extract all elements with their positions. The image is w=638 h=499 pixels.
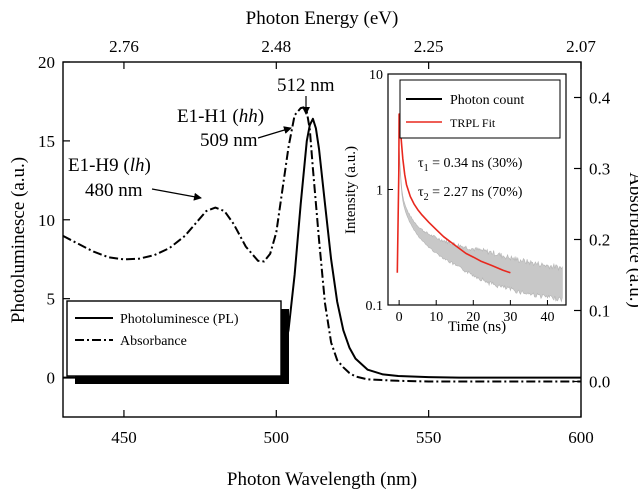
legend-abs-label: Absorbance — [120, 334, 187, 349]
y-right-tick-label: 0.1 — [589, 302, 610, 321]
annotation-e1-h1-arrow — [257, 126, 292, 139]
legend-pl-label: Photoluminesce (PL) — [120, 312, 239, 327]
inset-x-tick-label: 20 — [466, 310, 480, 325]
inset-y-title: Intensity (a.u.) — [343, 146, 359, 234]
inset-x-tick-label: 40 — [540, 310, 554, 325]
inset: 0 10 20 30 40 0.1 1 10 Time (ns) Intensity (a.u… — [343, 68, 567, 335]
y-left-tick-label: 5 — [47, 290, 56, 309]
y-left-tick-label: 10 — [38, 211, 55, 230]
annotation-pl-peak: 512 nm — [277, 75, 335, 96]
inset-y-tick-label: 10 — [369, 68, 383, 83]
tau1-text: τ1 = 0.34 ns (30%) — [418, 156, 523, 174]
top-tick-label: 2.48 — [261, 37, 291, 56]
legend-box — [66, 300, 282, 377]
inset-x-tick-label: 30 — [503, 310, 517, 325]
y-right-axis-title: Absorbance (a.u.) — [625, 172, 638, 308]
x-tick-label: 600 — [568, 428, 594, 447]
top-tick-label: 2.25 — [414, 37, 444, 56]
y-left-tick-label: 0 — [47, 369, 56, 388]
inset-y-tick-label: 1 — [376, 184, 383, 199]
top-tick-label: 2.07 — [566, 37, 596, 56]
x-tick-label: 500 — [264, 428, 290, 447]
top-tick-label: 2.76 — [109, 37, 139, 56]
inset-x-tick-label: 0 — [396, 310, 403, 325]
tau2-text: τ2 = 2.27 ns (70%) — [418, 185, 523, 203]
photon-count-band — [398, 145, 563, 303]
annotation-e1-h9: E1-H9 (lh) — [68, 155, 151, 176]
inset-legend-fit-label: TRPL Fit — [450, 116, 496, 130]
y-right-tick-label: 0.4 — [589, 89, 611, 108]
inset-y-tick-label: 0.1 — [366, 299, 384, 314]
inset-legend: Photon count TRPL Fit — [399, 79, 561, 139]
series-line-absorbance — [62, 106, 581, 383]
x-axis-title: Photon Wavelength (nm) — [227, 469, 417, 490]
y-right-tick-label: 0.0 — [589, 373, 610, 392]
inset-ticks: 0 10 20 30 40 0.1 1 10 — [366, 68, 555, 325]
x-tick-label: 550 — [416, 428, 442, 447]
annotation-e1-h1-value: 509 nm — [200, 130, 258, 151]
inset-legend-photon-label: Photon count — [450, 93, 524, 108]
x-tick-label: 450 — [111, 428, 137, 447]
inset-x-tick-label: 10 — [429, 310, 443, 325]
main-legend: Photoluminesce (PL) Absorbance — [66, 300, 289, 384]
y-left-axis-title: Photoluminesce (a.u.) — [8, 157, 29, 323]
y-right-tick-label: 0.2 — [589, 231, 610, 250]
y-right-tick-label: 0.3 — [589, 160, 610, 179]
annotation-e1-h1: E1-H1 (hh) — [177, 106, 264, 127]
y-left-tick-label: 20 — [38, 53, 55, 72]
y-left-tick-label: 15 — [38, 132, 55, 151]
annotation-e1-h9-value: 480 nm — [85, 180, 143, 201]
annotation-e1-h9-arrow — [151, 188, 202, 201]
top-axis-title: Photon Energy (eV) — [246, 8, 399, 29]
inset-legend-box — [399, 79, 561, 139]
inset-x-title: Time (ns) — [448, 319, 506, 335]
